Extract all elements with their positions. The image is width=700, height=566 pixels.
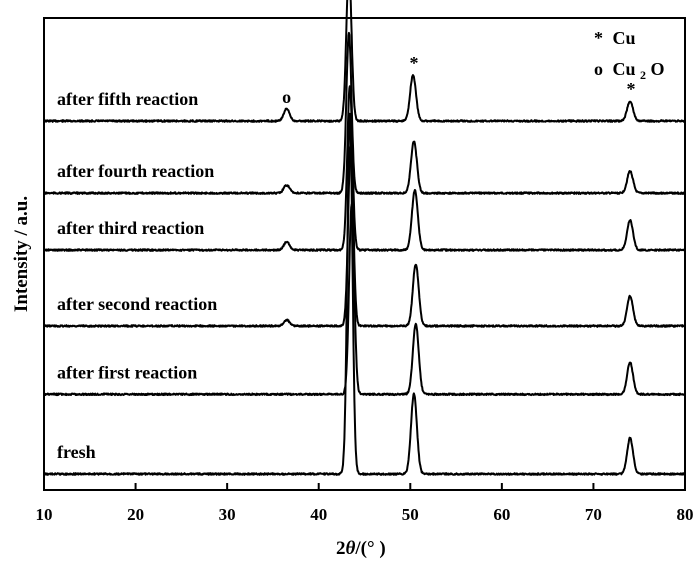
series-label: fresh xyxy=(57,442,96,462)
series-label: after first reaction xyxy=(57,362,197,382)
series-line xyxy=(43,145,686,328)
legend: * Cu o Cu 2 O xyxy=(594,28,665,83)
legend-subscript-cu2o: 2 xyxy=(640,68,646,82)
x-axis-label-suffix: /(° ) xyxy=(354,538,385,559)
x-tick-label: 20 xyxy=(127,505,144,524)
y-axis-label: Intensity / a.u. xyxy=(11,196,32,312)
series-line xyxy=(43,31,686,195)
legend-text-cu2o: Cu xyxy=(613,59,636,79)
series-labels: after fifth reaction after fourth reactio… xyxy=(57,89,217,462)
series-traces xyxy=(43,0,686,476)
plot-frame xyxy=(43,17,686,491)
cu-peak-marker: * xyxy=(626,79,635,99)
x-tick-label: 80 xyxy=(677,505,694,524)
series-line xyxy=(43,85,686,252)
x-tick-label: 60 xyxy=(493,505,510,524)
cu2o-peak-marker: o xyxy=(282,87,291,107)
x-tick-label: 30 xyxy=(219,505,236,524)
x-tick-label: 10 xyxy=(36,505,53,524)
cu-peak-marker: * xyxy=(409,53,418,73)
series-label: after fifth reaction xyxy=(57,89,198,109)
x-axis-label: 2θ/(° ) xyxy=(336,538,386,559)
series-label: after fourth reaction xyxy=(57,161,214,181)
x-axis-label-theta: θ xyxy=(346,538,356,559)
series-line xyxy=(43,0,686,123)
x-axis-ticks: 10 20 30 40 50 60 70 80 xyxy=(36,483,694,524)
legend-symbol-cu2o: o xyxy=(594,59,603,79)
series-label: after second reaction xyxy=(57,294,217,314)
peak-markers: **o* xyxy=(282,53,635,107)
series-line xyxy=(43,203,686,397)
legend-text-cu: Cu xyxy=(613,28,636,48)
legend-text-cu2o-after: O xyxy=(651,59,665,79)
x-tick-label: 70 xyxy=(585,505,602,524)
x-axis-label-prefix: 2 xyxy=(336,538,346,559)
x-tick-label: 40 xyxy=(310,505,327,524)
legend-symbol-cu: * xyxy=(594,28,603,48)
legend-entry-cu2o: o Cu 2 O xyxy=(594,59,665,83)
x-tick-label: 50 xyxy=(402,505,419,524)
series-label: after third reaction xyxy=(57,218,204,238)
legend-entry-cu: * Cu xyxy=(594,28,636,48)
series-line xyxy=(43,112,686,476)
